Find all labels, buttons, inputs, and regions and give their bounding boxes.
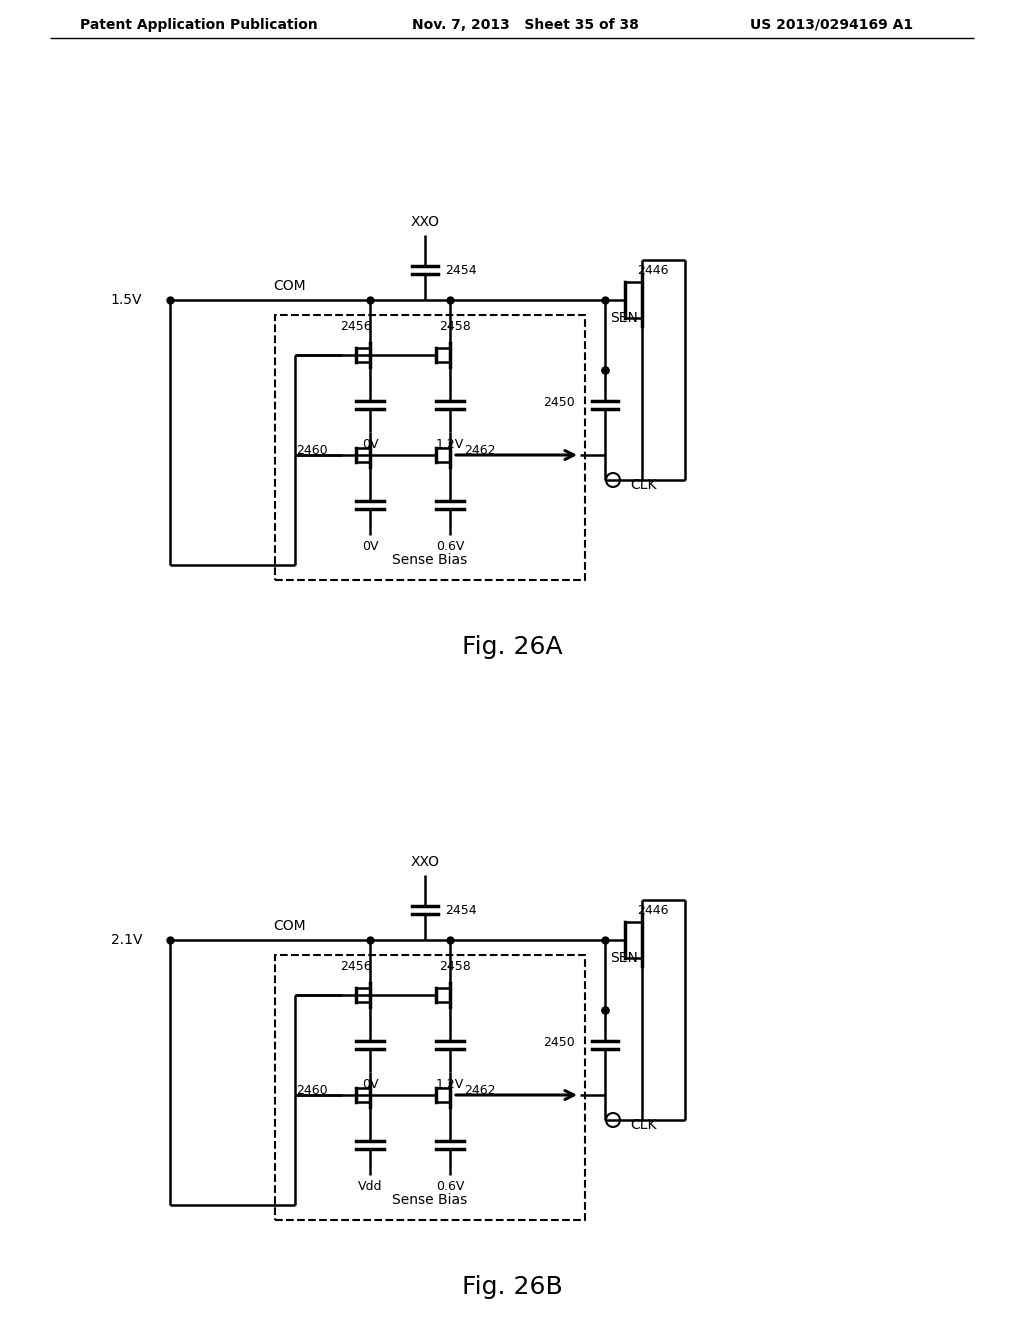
Text: 2446: 2446 bbox=[637, 903, 669, 916]
Text: 1.2V: 1.2V bbox=[436, 1078, 464, 1092]
Text: Sense Bias: Sense Bias bbox=[392, 553, 468, 568]
Text: Patent Application Publication: Patent Application Publication bbox=[80, 18, 317, 32]
Text: COM: COM bbox=[273, 279, 306, 293]
Text: 2450: 2450 bbox=[544, 1036, 575, 1049]
Text: COM: COM bbox=[273, 919, 306, 933]
Text: 2450: 2450 bbox=[544, 396, 575, 409]
Text: 2460: 2460 bbox=[296, 444, 328, 457]
Text: 2458: 2458 bbox=[439, 321, 471, 334]
Text: Fig. 26B: Fig. 26B bbox=[462, 1275, 562, 1299]
Text: 1.5V: 1.5V bbox=[111, 293, 142, 308]
Text: 2460: 2460 bbox=[296, 1084, 328, 1097]
Text: 0V: 0V bbox=[361, 1078, 378, 1092]
Text: Vdd: Vdd bbox=[357, 1180, 382, 1193]
Text: 0V: 0V bbox=[361, 438, 378, 451]
Text: 2.1V: 2.1V bbox=[111, 933, 142, 946]
Text: 2456: 2456 bbox=[340, 961, 372, 974]
Text: Fig. 26A: Fig. 26A bbox=[462, 635, 562, 659]
Text: SEN: SEN bbox=[610, 950, 638, 965]
Text: XXO: XXO bbox=[411, 855, 439, 869]
Text: Nov. 7, 2013   Sheet 35 of 38: Nov. 7, 2013 Sheet 35 of 38 bbox=[412, 18, 639, 32]
Text: CLK: CLK bbox=[630, 478, 656, 492]
Text: 0.6V: 0.6V bbox=[436, 1180, 464, 1193]
Text: XXO: XXO bbox=[411, 215, 439, 228]
Text: 2446: 2446 bbox=[637, 264, 669, 276]
Text: 2462: 2462 bbox=[464, 1084, 496, 1097]
Text: 2456: 2456 bbox=[340, 321, 372, 334]
Text: 0V: 0V bbox=[361, 540, 378, 553]
Text: 1.2V: 1.2V bbox=[436, 438, 464, 451]
Text: CLK: CLK bbox=[630, 1118, 656, 1133]
Text: 2458: 2458 bbox=[439, 961, 471, 974]
Text: 2462: 2462 bbox=[464, 444, 496, 457]
Text: Sense Bias: Sense Bias bbox=[392, 1193, 468, 1206]
Text: 2454: 2454 bbox=[445, 264, 476, 276]
Text: US 2013/0294169 A1: US 2013/0294169 A1 bbox=[750, 18, 913, 32]
Text: SEN: SEN bbox=[610, 312, 638, 325]
Text: 2454: 2454 bbox=[445, 903, 476, 916]
Text: 0.6V: 0.6V bbox=[436, 540, 464, 553]
